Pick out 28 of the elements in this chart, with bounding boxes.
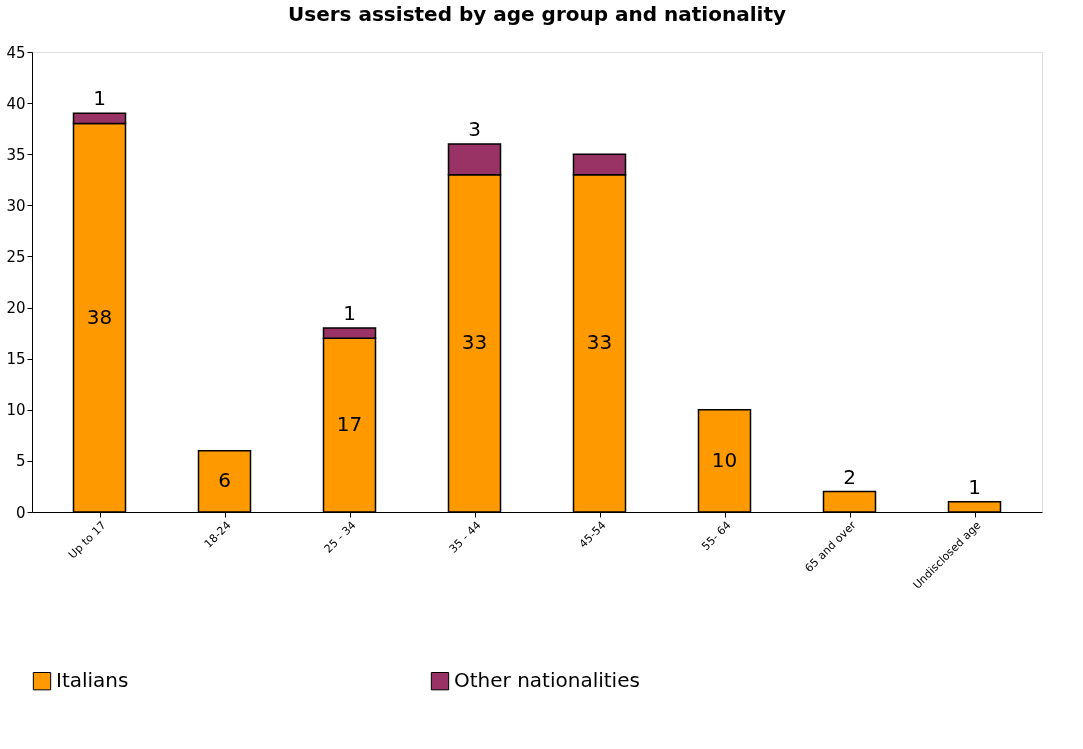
- data-label: 1: [968, 474, 981, 499]
- y-tick-label: 45: [6, 43, 26, 62]
- data-label: 33: [461, 330, 488, 355]
- data-label: 6: [218, 468, 231, 493]
- y-tick-label: 15: [6, 350, 26, 369]
- data-label: 10: [711, 447, 738, 472]
- y-tick-label: 25: [6, 247, 26, 266]
- y-tick-label: 40: [6, 94, 26, 113]
- y-tick-label: 0: [15, 503, 26, 522]
- data-label: 3: [468, 117, 481, 141]
- legend-label: Italians: [56, 668, 129, 693]
- data-label: 1: [343, 301, 356, 325]
- data-label: 38: [86, 304, 113, 329]
- y-tick-label: 10: [6, 401, 26, 420]
- x-tick-label: Up to 17: [66, 518, 109, 562]
- x-tick-label: 55- 64: [699, 518, 734, 554]
- x-tick-label: 35 - 44: [446, 518, 484, 556]
- y-tick-label: 5: [15, 452, 26, 471]
- data-label: 33: [586, 330, 613, 355]
- data-label: 2: [843, 464, 856, 489]
- x-tick-label: 25 - 34: [321, 518, 359, 556]
- legend-label: Other nationalities: [454, 668, 640, 693]
- y-tick-label: 30: [6, 196, 26, 215]
- data-label: 1: [93, 86, 106, 111]
- y-tick-label: 35: [6, 145, 26, 164]
- chart-title: Users assisted by age group and nationality: [288, 2, 786, 26]
- y-tick-label: 20: [6, 299, 26, 318]
- data-label: 17: [336, 412, 363, 437]
